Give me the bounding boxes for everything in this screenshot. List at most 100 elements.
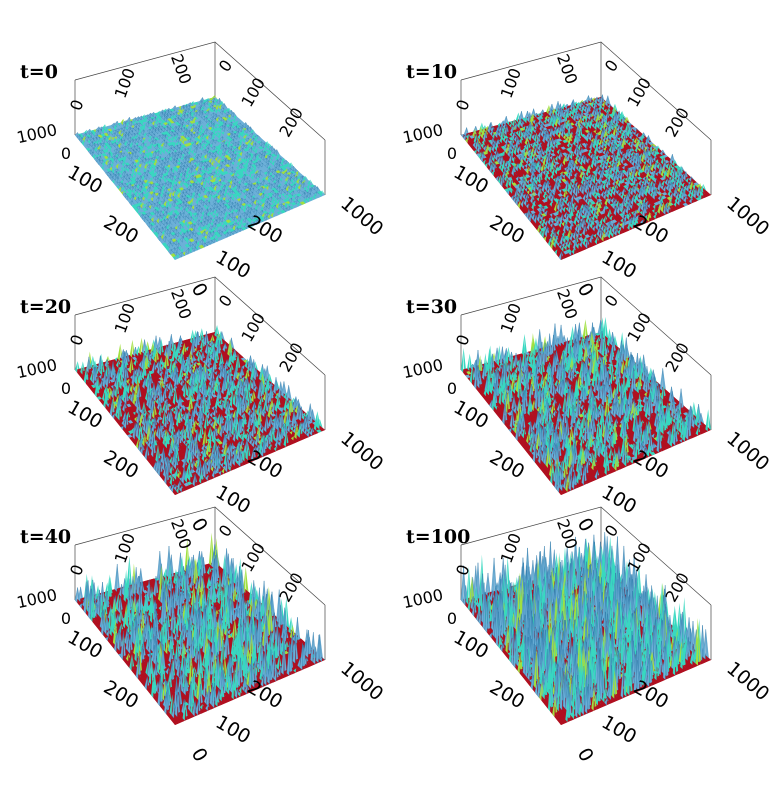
- surface-spike: [515, 130, 521, 136]
- surface-spike: [201, 128, 208, 133]
- surface-cell: [199, 361, 205, 365]
- surface-cell: [132, 365, 139, 370]
- surface-spike: [263, 146, 270, 151]
- surface-cell: [186, 344, 192, 348]
- surface-spike: [148, 158, 154, 166]
- surface-cell: [629, 182, 636, 187]
- surface-spike: [180, 108, 186, 115]
- surface-spike: [160, 120, 166, 127]
- surface-spike: [211, 218, 217, 223]
- surface-cell: [225, 173, 232, 177]
- surface-spike: [120, 118, 126, 126]
- surface-spike: [115, 360, 122, 368]
- surface-cell: [561, 178, 567, 183]
- top-frame: [74, 276, 326, 376]
- surface-spike: [200, 105, 207, 112]
- surface-spike: [491, 170, 497, 176]
- surface-cell: [484, 144, 490, 148]
- surface-cell: [563, 180, 570, 185]
- surface-cell: [619, 199, 626, 204]
- surface-spike: [569, 150, 576, 160]
- surface-spike: [203, 145, 209, 150]
- surface-cell: [115, 367, 121, 372]
- surface-cell: [604, 236, 610, 241]
- surface-spike: [550, 193, 556, 204]
- surface-cell: [567, 199, 574, 204]
- surface-spike: [671, 166, 677, 170]
- surface-cell: [557, 147, 563, 151]
- surface-spike: [169, 156, 175, 162]
- surface-spike: [156, 218, 162, 224]
- surface-cell: [550, 152, 556, 157]
- surface-spike: [233, 115, 239, 120]
- surface-spike: [615, 145, 621, 151]
- surface-cell: [235, 169, 241, 174]
- surface-cell: [141, 388, 147, 393]
- surface-cell: [620, 124, 626, 128]
- surface-spike: [546, 170, 552, 175]
- surface-spike: [186, 379, 192, 385]
- surface-spike: [141, 361, 148, 380]
- surface-spike: [148, 215, 155, 220]
- surface-cell: [559, 140, 565, 145]
- surface-cell: [242, 163, 248, 168]
- tick-label: 200: [486, 211, 528, 248]
- surface-spike: [174, 180, 180, 186]
- surface-spike: [147, 360, 153, 369]
- surface-cell: [654, 176, 660, 180]
- surface-cell: [123, 179, 129, 184]
- surface-spike: [172, 255, 179, 260]
- surface-cell: [484, 153, 490, 158]
- surface-spike: [610, 176, 617, 181]
- surface-spike: [238, 179, 244, 185]
- surface-spike: [620, 192, 627, 200]
- surface-spike: [575, 210, 582, 218]
- surface-spike: [129, 118, 136, 123]
- surface-cell: [180, 227, 186, 232]
- surface-spike: [528, 132, 534, 141]
- surface-cell: [540, 146, 546, 150]
- surface-cell: [139, 208, 145, 213]
- tick-label: 100: [497, 66, 525, 101]
- surface-spike: [249, 145, 256, 150]
- surface-cell: [649, 197, 655, 201]
- surface-cell: [108, 125, 114, 129]
- surface-cell: [612, 215, 619, 220]
- surface-spike: [131, 167, 137, 174]
- surface-cell: [260, 172, 266, 177]
- surface-cell: [480, 148, 486, 153]
- surface-cell: [575, 248, 581, 253]
- surface-spike: [219, 100, 225, 107]
- surface-cell: [559, 149, 566, 154]
- surface-spike: [200, 153, 207, 161]
- surface-spike: [143, 188, 150, 194]
- surface-spike: [179, 230, 185, 236]
- surface-cell: [198, 117, 205, 122]
- surface-spike: [597, 177, 604, 186]
- surface-spike: [190, 101, 197, 106]
- surface-spike: [171, 190, 178, 197]
- surface-spike: [472, 128, 478, 138]
- surface-spike: [120, 166, 127, 171]
- surface-spike: [309, 196, 316, 201]
- surface-cell: [554, 135, 561, 140]
- surface-spike: [615, 179, 621, 186]
- surface-spike: [151, 227, 157, 233]
- surface-spike: [598, 138, 605, 147]
- surface-cell: [138, 399, 145, 404]
- surface-spike: [124, 361, 130, 369]
- surface-cell: [626, 137, 632, 141]
- surface-spike: [285, 185, 292, 192]
- surface-cell: [499, 152, 505, 157]
- surface-spike: [689, 180, 695, 191]
- surface-spike: [152, 164, 158, 171]
- surface-cell: [222, 174, 228, 178]
- surface-cell: [79, 374, 85, 379]
- surface-spike: [98, 153, 104, 158]
- surface-spike: [120, 169, 126, 175]
- surface-cell: [139, 386, 145, 390]
- surface-spike: [282, 202, 288, 207]
- surface-spike: [214, 168, 221, 175]
- surface-cell: [566, 147, 572, 152]
